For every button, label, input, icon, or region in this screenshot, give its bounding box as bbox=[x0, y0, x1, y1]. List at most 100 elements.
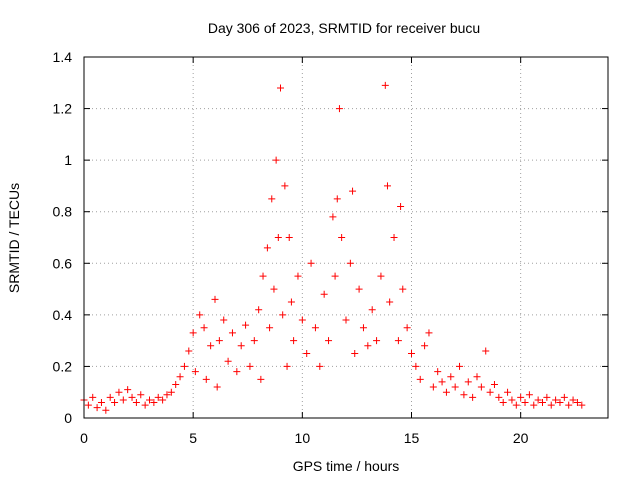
y-tick-label: 1 bbox=[64, 152, 72, 168]
data-point bbox=[102, 406, 110, 414]
data-point bbox=[89, 393, 97, 401]
data-point bbox=[534, 396, 542, 404]
y-tick-label: 1.2 bbox=[53, 101, 73, 117]
y-tick-label: 1.4 bbox=[53, 49, 73, 65]
data-point bbox=[298, 316, 306, 324]
data-point bbox=[137, 391, 145, 399]
y-tick-label: 0.6 bbox=[53, 255, 73, 271]
data-point bbox=[394, 337, 402, 345]
data-point bbox=[447, 373, 455, 381]
data-point bbox=[106, 393, 114, 401]
y-tick-label: 0.2 bbox=[53, 358, 73, 374]
data-point bbox=[132, 399, 140, 407]
plot-frame bbox=[83, 56, 609, 419]
data-point bbox=[351, 350, 359, 358]
data-point bbox=[311, 324, 319, 332]
data-point bbox=[246, 362, 254, 370]
data-point bbox=[403, 324, 411, 332]
data-point bbox=[196, 311, 204, 319]
data-point bbox=[342, 316, 350, 324]
data-point bbox=[456, 362, 464, 370]
data-point bbox=[307, 259, 315, 267]
x-axis-label: GPS time / hours bbox=[293, 458, 400, 474]
data-point bbox=[207, 342, 215, 350]
data-point bbox=[565, 401, 573, 409]
x-tick-label: 10 bbox=[295, 430, 311, 446]
data-point bbox=[556, 399, 564, 407]
data-point bbox=[163, 391, 171, 399]
data-point bbox=[381, 81, 389, 89]
data-point bbox=[477, 383, 485, 391]
data-point bbox=[517, 393, 525, 401]
data-point bbox=[213, 383, 221, 391]
data-point bbox=[333, 195, 341, 203]
data-point bbox=[224, 357, 232, 365]
data-point bbox=[331, 272, 339, 280]
data-point bbox=[237, 342, 245, 350]
data-point bbox=[180, 362, 188, 370]
data-point bbox=[560, 393, 568, 401]
data-point bbox=[373, 337, 381, 345]
data-point bbox=[482, 347, 490, 355]
data-point bbox=[349, 187, 357, 195]
data-point bbox=[325, 337, 333, 345]
x-tick-label: 20 bbox=[513, 430, 529, 446]
data-point bbox=[377, 272, 385, 280]
data-point bbox=[490, 380, 498, 388]
data-point bbox=[154, 393, 162, 401]
data-point bbox=[338, 234, 346, 241]
data-point bbox=[159, 396, 167, 404]
data-point bbox=[473, 373, 481, 381]
data-point bbox=[425, 329, 433, 337]
data-point bbox=[119, 396, 127, 404]
data-point bbox=[220, 316, 228, 324]
data-point bbox=[364, 342, 372, 350]
data-point bbox=[228, 329, 236, 337]
data-point bbox=[386, 298, 394, 306]
data-point bbox=[266, 324, 274, 332]
data-point bbox=[464, 378, 472, 386]
data-point bbox=[569, 396, 577, 404]
data-point bbox=[355, 285, 363, 293]
data-point bbox=[233, 368, 241, 376]
x-tick-label: 0 bbox=[80, 430, 88, 446]
y-tick-label: 0 bbox=[64, 410, 72, 426]
data-point bbox=[257, 375, 265, 383]
data-point bbox=[146, 396, 153, 404]
data-point bbox=[272, 156, 280, 164]
data-point bbox=[530, 401, 538, 409]
data-point bbox=[495, 393, 503, 401]
data-point bbox=[421, 342, 429, 350]
data-point bbox=[346, 259, 354, 267]
data-point bbox=[115, 388, 123, 396]
data-point bbox=[442, 388, 450, 396]
data-point bbox=[416, 375, 424, 383]
data-point bbox=[294, 272, 302, 280]
data-point bbox=[486, 388, 494, 396]
data-point bbox=[499, 399, 507, 407]
data-point bbox=[316, 362, 324, 370]
data-point bbox=[279, 311, 287, 319]
data-point bbox=[399, 285, 407, 293]
data-point bbox=[329, 213, 337, 221]
data-point bbox=[283, 362, 291, 370]
y-tick-label: 0.8 bbox=[53, 204, 73, 220]
data-point bbox=[274, 234, 282, 241]
data-point bbox=[438, 378, 446, 386]
data-point bbox=[202, 375, 210, 383]
data-point bbox=[250, 337, 258, 345]
data-point bbox=[128, 393, 136, 401]
data-point bbox=[469, 393, 477, 401]
data-point bbox=[368, 306, 376, 314]
data-point bbox=[397, 203, 405, 211]
data-point bbox=[287, 298, 295, 306]
data-point bbox=[552, 396, 560, 404]
data-point bbox=[578, 401, 586, 409]
data-point bbox=[285, 234, 293, 241]
data-point bbox=[543, 393, 551, 401]
y-tick-label: 0.4 bbox=[53, 307, 73, 323]
data-point bbox=[504, 388, 512, 396]
data-point bbox=[215, 337, 223, 345]
data-point bbox=[185, 347, 193, 355]
